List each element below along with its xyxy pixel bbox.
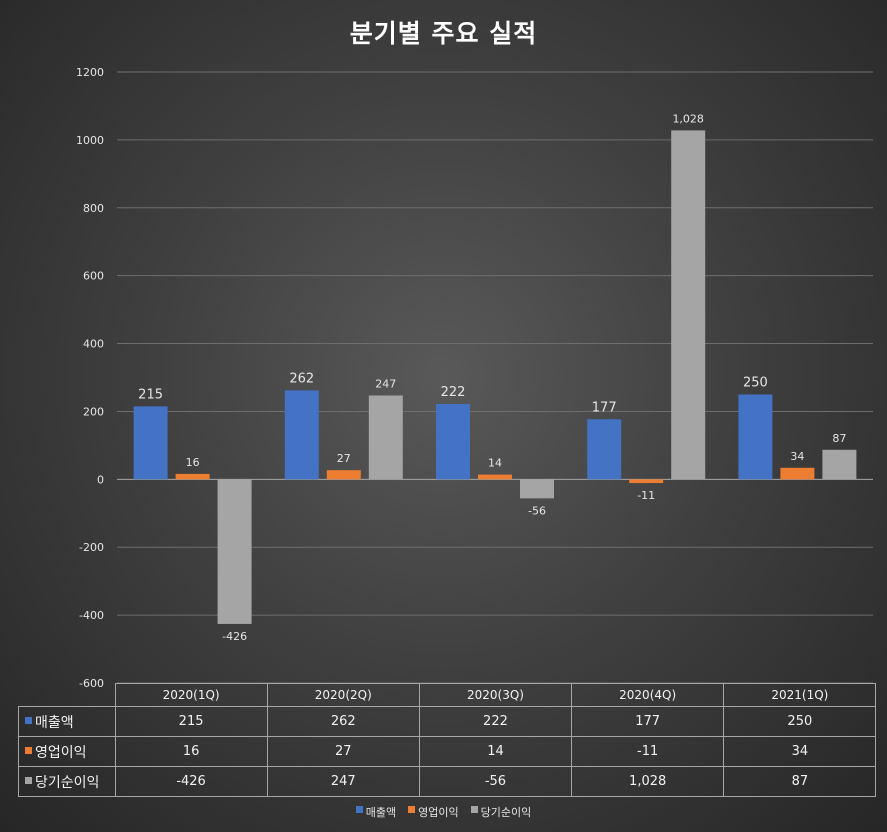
bar: [822, 449, 857, 480]
table-row: 영업이익 16 27 14 -11 34: [18, 736, 877, 767]
table-column-header: 2021(1Q): [723, 683, 877, 707]
table-row: 당기순이익 -426 247 -56 1,028 87: [18, 766, 877, 797]
legend-item: 당기순이익: [470, 804, 532, 820]
table-cell: 16: [114, 736, 268, 767]
bar: [671, 130, 706, 480]
bar: [738, 394, 773, 480]
table-corner: [19, 684, 116, 707]
table-cell: 215: [114, 706, 268, 737]
table-row-header: 매출액: [18, 706, 116, 737]
data-label: -56: [528, 504, 546, 517]
bar: [326, 470, 361, 480]
legend: 매출액 영업이익 당기순이익: [0, 804, 887, 820]
bar: [587, 419, 622, 480]
table-row: 매출액 215 262 222 177 250: [18, 706, 877, 737]
legend-swatch: [25, 746, 32, 754]
table-column-header: 2020(1Q): [114, 683, 268, 707]
bar: [436, 403, 470, 480]
table-cell: 1,028: [571, 766, 725, 797]
table-row-header: 당기순이익: [18, 766, 116, 797]
legend-label: 당기순이익: [480, 806, 532, 819]
chart-plot: 1200 1000 800 600 400 200 0 -200 -400 -600 215 16 -…: [76, 66, 873, 690]
data-label: 215: [138, 387, 163, 402]
table-column-header: 2020(2Q): [266, 683, 420, 707]
table-column-header: 2020(4Q): [571, 683, 725, 707]
data-label: 1,028: [672, 112, 704, 125]
data-label: 27: [337, 452, 351, 465]
table-cell: 27: [266, 736, 420, 767]
bar: [780, 467, 815, 480]
data-label: 34: [790, 450, 804, 463]
table-cell: 247: [266, 766, 420, 797]
data-label: 177: [592, 400, 617, 415]
y-tick-label: 600: [83, 270, 104, 283]
data-label: 16: [186, 456, 200, 469]
y-tick-label: 800: [83, 202, 104, 215]
data-label: 250: [743, 375, 768, 390]
legend-swatch: [408, 806, 416, 813]
data-label: 222: [441, 385, 466, 400]
legend-item: 매출액: [355, 804, 397, 820]
table-header-row: 2020(1Q) 2020(2Q) 2020(3Q) 2020(4Q) 2021(1Q): [19, 683, 877, 707]
table-cell: 14: [418, 736, 573, 767]
legend-swatch: [25, 716, 32, 724]
legend-swatch: [25, 776, 32, 784]
table-cell: -11: [571, 736, 725, 767]
y-tick-label: 200: [83, 405, 104, 418]
table-cell: 262: [266, 706, 420, 737]
bar: [133, 406, 168, 480]
y-tick-label: 400: [83, 338, 104, 351]
legend-swatch: [355, 806, 363, 813]
table-column-header: 2020(3Q): [418, 683, 573, 707]
data-labels: 215 16 -426 262 27 247 222 14 -56 177 -11 1,028 250 3…: [138, 112, 846, 643]
table-body: 매출액 215 262 222 177 250 영업이익 16 27 14 -11 34 당기순이익 -4…: [18, 706, 877, 797]
table-cell: 34: [723, 736, 877, 767]
bar: [478, 474, 512, 480]
chart-title: 분기별 주요 실적: [349, 19, 538, 48]
legend-item: 영업이익: [408, 804, 459, 820]
data-label: 87: [832, 432, 846, 445]
bar: [284, 390, 319, 480]
data-label: 14: [488, 457, 502, 470]
table-cell: 177: [571, 706, 725, 737]
table-cell: 87: [723, 766, 877, 797]
y-tick-label: 1200: [76, 66, 104, 79]
y-tick-label: -600: [79, 677, 104, 690]
data-label: 247: [375, 377, 396, 390]
y-tick-label: 1000: [76, 134, 104, 147]
bar: [520, 479, 554, 499]
series-name: 매출액: [35, 714, 74, 731]
bar: [368, 395, 403, 480]
legend-swatch: [470, 806, 478, 813]
data-label: -426: [222, 630, 247, 643]
legend-label: 영업이익: [418, 806, 459, 819]
series-name: 당기순이익: [35, 774, 100, 791]
y-tick-label: -400: [79, 609, 104, 622]
legend-label: 매출액: [365, 806, 397, 819]
table-cell: -426: [114, 766, 268, 797]
bars: [133, 130, 857, 624]
table-cell: 222: [418, 706, 573, 737]
y-axis: 1200 1000 800 600 400 200 0 -200 -400 -600: [76, 66, 104, 690]
bar: [175, 473, 210, 480]
series-name: 영업이익: [35, 744, 87, 761]
data-label: -11: [637, 489, 655, 502]
table-row-header: 영업이익: [18, 736, 116, 767]
data-label: 262: [289, 371, 314, 386]
data-table: 2020(1Q) 2020(2Q) 2020(3Q) 2020(4Q) 2021(1Q)…: [18, 683, 877, 797]
table-cell: -56: [418, 766, 573, 797]
bar: [629, 479, 664, 484]
table-cell: 250: [723, 706, 877, 737]
y-tick-label: 0: [97, 473, 104, 486]
bar: [217, 479, 252, 624]
y-tick-label: -200: [79, 541, 104, 554]
